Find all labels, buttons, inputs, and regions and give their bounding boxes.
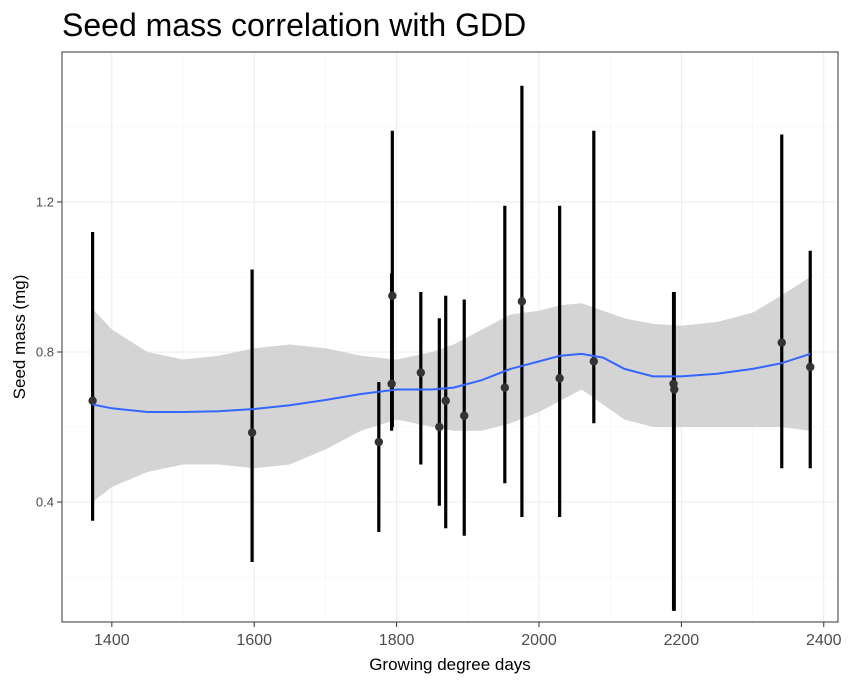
- x-tick-label: 1800: [379, 632, 415, 649]
- x-axis-title: Growing degree days: [369, 655, 531, 674]
- data-point: [670, 385, 679, 394]
- y-tick-label: 0.8: [36, 345, 54, 360]
- x-axis: 1400 1600 1800 2000 2200 2400: [94, 622, 842, 649]
- data-point: [806, 362, 815, 372]
- data-points: [88, 291, 815, 447]
- data-point: [517, 297, 527, 306]
- data-point: [500, 383, 510, 392]
- smooth-line: [92, 352, 811, 413]
- plot-panel: [61, 51, 839, 623]
- data-point: [388, 291, 397, 300]
- chart-title: Seed mass correlation with GDD: [62, 7, 526, 43]
- panel-border: [61, 51, 839, 623]
- x-tick-label: 1600: [236, 632, 272, 649]
- data-point: [555, 374, 564, 383]
- x-tick-label: 1400: [94, 632, 130, 649]
- x-tick-label: 2400: [806, 632, 842, 649]
- y-axis: 0.4 0.8 1.2: [36, 195, 62, 510]
- x-tick-label: 2200: [664, 632, 700, 649]
- data-point: [88, 396, 97, 405]
- y-tick-label: 0.4: [36, 495, 54, 510]
- data-point: [589, 357, 599, 366]
- data-point: [247, 428, 257, 437]
- data-point: [441, 396, 450, 405]
- data-point: [387, 379, 396, 389]
- data-point: [374, 437, 384, 447]
- data-point: [460, 411, 469, 420]
- data-point: [435, 422, 444, 432]
- data-point: [777, 338, 786, 347]
- x-tick-label: 2000: [521, 632, 557, 649]
- y-axis-title: Seed mass (mg): [10, 275, 29, 400]
- data-point: [416, 368, 426, 377]
- smooth-confidence-ribbon: [92, 277, 811, 502]
- y-tick-label: 1.2: [36, 195, 54, 210]
